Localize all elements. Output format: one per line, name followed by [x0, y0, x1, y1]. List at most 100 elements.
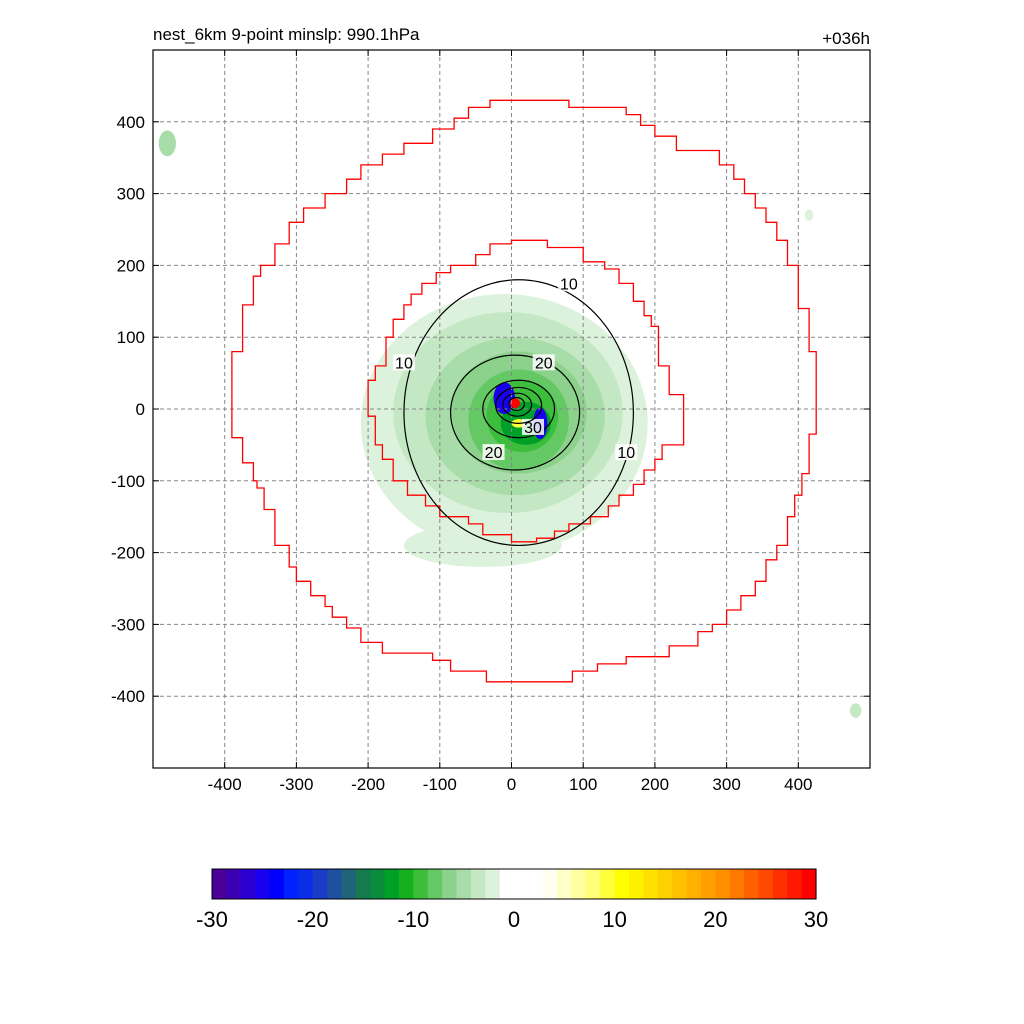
x-tick-label: 400	[784, 775, 812, 794]
colorbar-tick-label: 30	[804, 907, 828, 932]
shaded-blob-13	[849, 703, 862, 718]
colorbar-tick-label: -20	[297, 907, 329, 932]
colorbar-tick-label: -10	[397, 907, 429, 932]
colorbar-tick-label: 10	[602, 907, 626, 932]
colorbar-cell	[715, 869, 731, 899]
colorbar-cell	[212, 869, 227, 899]
colorbar-cell	[240, 869, 256, 899]
colorbar-cell	[729, 869, 745, 899]
contour-label-20: 20	[485, 445, 503, 462]
colorbar-cell	[614, 869, 630, 899]
y-tick-label: 400	[117, 113, 145, 132]
colorbar-cell	[672, 869, 688, 899]
contour-30	[482, 379, 556, 439]
axis-ticks: -400 -300 -200 -100 0 100 200 300 400-400-300-20…	[111, 50, 870, 794]
colorbar-cell	[801, 869, 817, 899]
colorbar-cell	[384, 869, 400, 899]
plot-area: 10 10 10 20 20 30	[153, 50, 870, 768]
colorbar-cell	[427, 869, 443, 899]
colorbar-cell	[700, 869, 716, 899]
colorbar-cell	[787, 869, 803, 899]
shaded-blob-12	[158, 130, 176, 157]
colorbar-cell	[485, 869, 501, 899]
y-tick-label: 0	[136, 400, 145, 419]
shaded-blob-11	[510, 398, 521, 409]
shaded-blob-14	[804, 209, 814, 221]
colorbar-cell	[442, 869, 458, 899]
colorbar-cell	[600, 869, 616, 899]
contour-10	[403, 279, 634, 547]
colorbar-cell	[226, 869, 242, 899]
colorbar-cell	[686, 869, 702, 899]
contour-label-20: 20	[535, 355, 553, 372]
colorbar-cell	[269, 869, 285, 899]
inner-nest-boundary	[367, 239, 685, 543]
contour-40	[495, 386, 543, 424]
contour-label-bg	[532, 354, 555, 371]
colorbar-cell	[772, 869, 788, 899]
x-tick-label: -100	[423, 775, 457, 794]
x-tick-label: -200	[351, 775, 385, 794]
colorbar-cell	[585, 869, 601, 899]
colorbar-cell	[514, 869, 529, 899]
contour-label-10: 10	[395, 355, 413, 372]
colorbar-cell	[758, 869, 774, 899]
colorbar-tick-label: -30	[196, 907, 228, 932]
contour-label-bg	[615, 444, 638, 461]
y-tick-label: -200	[111, 544, 145, 563]
contour-label-10: 10	[617, 445, 635, 462]
colorbar-frame	[211, 868, 817, 900]
colorbar: -30 -20 -10 0 10 20 30	[196, 868, 828, 932]
colorbar-cell	[643, 869, 659, 899]
colorbar-cell	[542, 869, 558, 899]
x-tick-label: 100	[569, 775, 597, 794]
colorbar-cell	[298, 869, 314, 899]
y-tick-label: 200	[117, 256, 145, 275]
colorbar-cell	[470, 869, 486, 899]
contour-label-bg	[482, 444, 505, 461]
y-tick-label: -100	[111, 472, 145, 491]
y-tick-label: 300	[117, 185, 145, 204]
y-tick-label: -400	[111, 687, 145, 706]
colorbar-cell	[283, 869, 299, 899]
nest-boundaries	[231, 99, 817, 683]
colorbar-cell	[657, 869, 673, 899]
colorbar-cell	[528, 869, 544, 899]
colorbar-cell	[456, 869, 472, 899]
contour-20	[449, 354, 581, 471]
colorbar-cell	[355, 869, 371, 899]
colorbar-cell	[557, 869, 573, 899]
colorbar-cell	[744, 869, 760, 899]
colorbar-tick-label: 20	[703, 907, 727, 932]
contour-50	[502, 392, 533, 417]
contour-label-bg	[522, 418, 545, 435]
contour-60	[508, 396, 526, 412]
x-tick-label: -300	[279, 775, 313, 794]
x-tick-label: 300	[712, 775, 740, 794]
contour-label-30: 30	[524, 420, 542, 437]
y-tick-label: 100	[117, 328, 145, 347]
outer-nest-boundary	[231, 99, 817, 683]
contour-label-10: 10	[560, 276, 578, 293]
x-tick-label: -400	[208, 775, 242, 794]
colorbar-cell	[629, 869, 645, 899]
colorbar-cell	[370, 869, 386, 899]
contour-label-bg	[392, 354, 415, 371]
colorbar-cell	[341, 869, 357, 899]
forecast-hour-label: +036h	[822, 29, 870, 48]
contour-label-bg	[557, 275, 580, 292]
colorbar-cell	[255, 869, 271, 899]
shaded-blob-1	[403, 523, 562, 567]
x-tick-label: 0	[507, 775, 516, 794]
colorbar-cell	[327, 869, 343, 899]
contour-lines: 10 10 10 20 20 30	[392, 275, 638, 547]
y-tick-label: -300	[111, 615, 145, 634]
colorbar-cell	[312, 869, 328, 899]
x-tick-label: 200	[641, 775, 669, 794]
colorbar-cell	[413, 869, 429, 899]
colorbar-cell	[499, 869, 515, 899]
chart-title: nest_6km 9-point minslp: 990.1hPa	[153, 25, 420, 44]
colorbar-tick-label: 0	[508, 907, 520, 932]
colorbar-cell	[571, 869, 587, 899]
